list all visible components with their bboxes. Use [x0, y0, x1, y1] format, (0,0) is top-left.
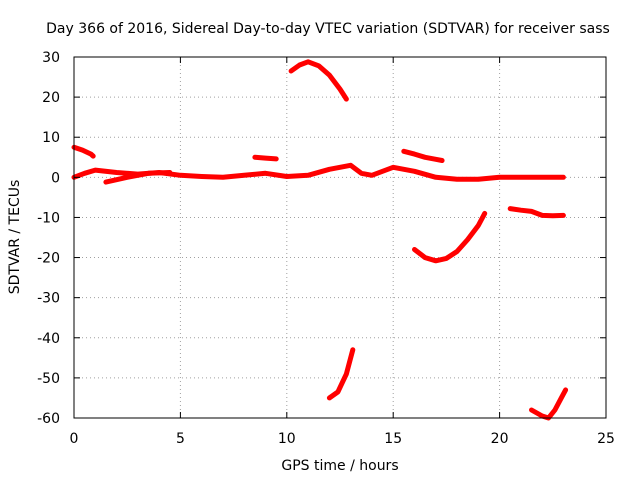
y-axis-label: SDTVAR / TECUs	[7, 180, 23, 295]
x-tick-label: 0	[70, 431, 79, 447]
y-tick-label: 30	[42, 50, 60, 66]
x-tick-label: 15	[384, 431, 402, 447]
x-tick-label: 10	[278, 431, 296, 447]
series-segment-midday-arc	[288, 59, 349, 102]
x-axis-label: GPS time / hours	[281, 458, 398, 474]
y-tick-label: 10	[42, 130, 60, 146]
x-tick-label: 5	[176, 431, 185, 447]
x-tick-label: 25	[597, 431, 615, 447]
series-segment-low-dip-left	[326, 347, 356, 401]
series-segment-short-five	[252, 154, 279, 162]
series-segment-trough	[412, 210, 488, 264]
series-segment-afternoon-high	[401, 148, 445, 163]
series-segment-morning-dip	[103, 170, 173, 185]
y-tick-label: -50	[37, 371, 60, 387]
tick-layer: 0 5 10 15 20 25 30 20 10 0 -10 -20 -30 -40 -50 -60	[37, 50, 615, 447]
y-tick-label: -20	[37, 251, 60, 267]
x-tick-label: 20	[491, 431, 509, 447]
chart-title: Day 366 of 2016, Sidereal Day-to-day VTE…	[46, 21, 610, 37]
y-tick-label: -60	[37, 411, 60, 427]
y-tick-label: -30	[37, 291, 60, 307]
y-tick-label: -40	[37, 331, 60, 347]
y-tick-label: -10	[37, 210, 60, 226]
grid-layer	[74, 57, 606, 418]
series-layer	[71, 59, 569, 421]
series-segment-evening-band	[507, 206, 566, 219]
y-tick-label: 20	[42, 90, 60, 106]
series-segment-early-high	[71, 144, 96, 159]
series-segment-low-dip-right	[529, 387, 569, 421]
y-tick-label: 0	[51, 170, 60, 186]
plot-frame	[73, 56, 607, 419]
